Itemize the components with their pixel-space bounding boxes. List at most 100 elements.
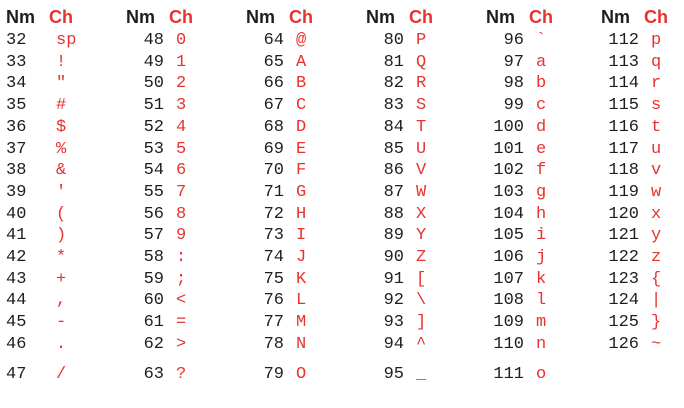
code-number: 120 — [608, 204, 639, 224]
ascii-row: 39 ' — [6, 182, 118, 204]
code-character: ' — [56, 182, 67, 202]
code-character: ; — [176, 269, 187, 289]
code-number: 64 — [263, 31, 284, 50]
ascii-row: 122 z — [601, 247, 684, 269]
code-number: 51 — [143, 96, 164, 116]
code-number: 99 — [503, 96, 524, 116]
ascii-row: 79 O — [246, 364, 358, 386]
code-number: 78 — [263, 334, 284, 354]
ascii-row: 40 ( — [6, 204, 118, 226]
ascii-row: 112 p — [601, 30, 684, 52]
code-character: 3 — [176, 96, 187, 116]
ascii-row: 120 x — [601, 204, 684, 226]
code-character: X — [416, 204, 427, 224]
code-character: G — [296, 182, 307, 202]
ascii-row: 65 A — [246, 52, 358, 74]
ascii-row: 118 v — [601, 160, 684, 182]
code-character: g — [536, 182, 547, 202]
code-character: ( — [56, 204, 67, 224]
ascii-row: 59; — [126, 269, 238, 291]
code-character: 9 — [176, 226, 187, 246]
code-number: 107 — [493, 269, 524, 289]
code-character: & — [56, 161, 67, 181]
code-number: 94 — [383, 334, 404, 354]
ascii-row: 90 Z — [366, 247, 478, 269]
code-number: 59 — [143, 269, 164, 289]
header-num-label: Nm — [486, 7, 516, 27]
ascii-row: 114 r — [601, 73, 684, 95]
ascii-row: 37% — [6, 139, 118, 161]
header-num-label: Nm — [366, 7, 396, 27]
code-character: L — [296, 291, 307, 311]
ascii-row: 69 E — [246, 139, 358, 161]
code-character: ? — [176, 364, 187, 384]
code-character: # — [56, 96, 67, 116]
header-char-label: Ch — [644, 7, 668, 27]
ascii-row: 36 $ — [6, 117, 118, 139]
code-number: 111 — [493, 364, 524, 384]
ascii-row: 70 F — [246, 160, 358, 182]
code-number: 70 — [263, 161, 284, 181]
ascii-row: 72 H — [246, 204, 358, 226]
code-number: 73 — [263, 226, 284, 246]
code-character: i — [536, 226, 547, 246]
code-number: 113 — [608, 52, 639, 72]
ascii-row: 124 | — [601, 290, 684, 312]
ascii-row: 102 f — [486, 160, 598, 182]
code-character: Y — [416, 226, 427, 246]
code-number: 44 — [6, 291, 27, 311]
code-character: ^ — [416, 334, 427, 354]
code-character: M — [296, 313, 307, 333]
code-number: 115 — [608, 96, 639, 116]
code-character: 4 — [176, 117, 187, 137]
ascii-row: 53 5 — [126, 139, 238, 161]
header-char-label: Ch — [289, 7, 313, 27]
code-number: 103 — [493, 182, 524, 202]
code-character: l — [536, 291, 547, 311]
code-number: 34 — [6, 74, 27, 94]
ascii-row: 106 j — [486, 247, 598, 269]
code-number: 71 — [263, 182, 284, 202]
ascii-row: 50 2 — [126, 73, 238, 95]
code-character: d — [536, 117, 547, 137]
ascii-row: 41) — [6, 225, 118, 247]
ascii-row: 78 N — [246, 334, 358, 356]
code-character: _ — [416, 364, 427, 384]
code-character: - — [56, 313, 67, 333]
ascii-row: 38 & — [6, 160, 118, 182]
code-character: I — [296, 226, 307, 246]
ascii-row: 88 X — [366, 204, 478, 226]
code-character: f — [536, 161, 547, 181]
header-num-label: Nm — [246, 7, 276, 27]
code-number: 62 — [143, 334, 164, 354]
code-character: | — [651, 291, 662, 311]
code-character: y — [651, 226, 662, 246]
code-character: P — [416, 31, 427, 50]
code-number: 74 — [263, 248, 284, 267]
code-number: 40 — [6, 204, 27, 224]
code-character: " — [56, 74, 67, 94]
code-character: H — [296, 204, 307, 224]
code-character: ! — [56, 52, 67, 72]
code-character: p — [651, 31, 662, 50]
code-number: 102 — [493, 161, 524, 181]
code-character: h — [536, 204, 547, 224]
code-number: 121 — [608, 226, 639, 246]
code-number: 100 — [493, 117, 524, 137]
code-number: 87 — [383, 182, 404, 202]
ascii-row: 92 \ — [366, 290, 478, 312]
code-character: b — [536, 74, 547, 94]
code-number: 82 — [383, 74, 404, 94]
code-number: 61 — [143, 313, 164, 333]
code-character: z — [651, 248, 662, 267]
code-character: $ — [56, 117, 67, 137]
code-character: > — [176, 334, 187, 354]
ascii-row: 115 s — [601, 95, 684, 117]
code-number: 89 — [383, 226, 404, 246]
code-number: 95 — [383, 364, 404, 384]
header-char-label: Ch — [49, 7, 73, 27]
code-number: 76 — [263, 291, 284, 311]
header-char-label: Ch — [529, 7, 553, 27]
code-character: s — [651, 96, 662, 116]
code-character: u — [651, 139, 662, 159]
